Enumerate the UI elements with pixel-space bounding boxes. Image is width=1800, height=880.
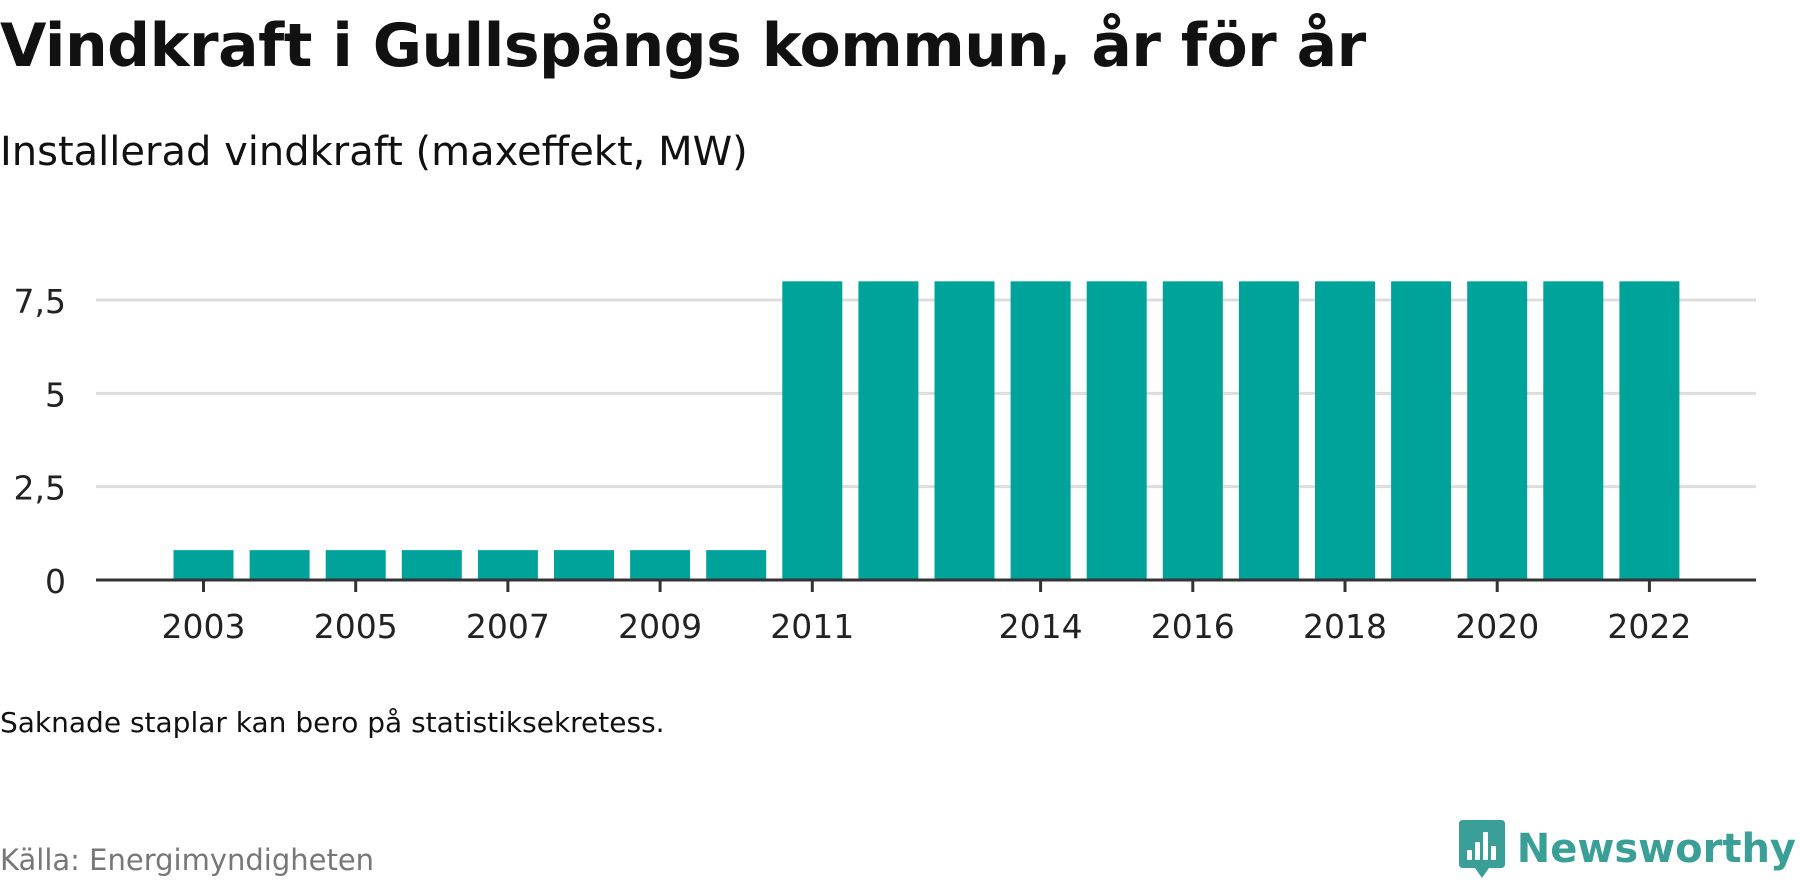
bars <box>173 281 1680 580</box>
y-tick-label: 7,5 <box>14 282 66 321</box>
x-tick-label: 2018 <box>1303 607 1387 646</box>
bar-2011 <box>782 281 843 580</box>
bar-2009 <box>630 550 691 580</box>
chart-subtitle: Installerad vindkraft (maxeffekt, MW) <box>0 129 748 175</box>
footnote: Saknade staplar kan bero på statistiksek… <box>0 706 665 739</box>
bar-2015 <box>1086 281 1147 580</box>
bar-2008 <box>554 550 614 580</box>
x-tick-label: 2005 <box>314 607 398 646</box>
y-tick-label: 2,5 <box>14 469 66 508</box>
x-tick-label: 2022 <box>1607 607 1691 646</box>
x-tick-label: 2009 <box>618 607 702 646</box>
bar-2017 <box>1238 281 1299 580</box>
bar-2019 <box>1391 281 1452 580</box>
bar-chart: 2003 2005 2007 2009 2011 2014 2016 2018 2020 2022… <box>14 281 1756 646</box>
x-tick-label: 2020 <box>1455 607 1539 646</box>
y-axis-ticks: 0 2,5 5 7,5 <box>14 282 66 601</box>
newsworthy-logo-icon <box>1458 820 1505 878</box>
chart-title: Vindkraft i Gullspångs kommun, år för år <box>0 11 1366 81</box>
y-tick-label: 0 <box>45 562 66 601</box>
bar-2018 <box>1315 281 1375 580</box>
x-axis-ticks: 2003 2005 2007 2009 2011 2014 2016 2018 2020 2022 <box>162 580 1691 646</box>
bar-2005 <box>325 550 386 580</box>
x-tick-label: 2014 <box>999 607 1083 646</box>
bar-2007 <box>477 550 538 580</box>
bar-2016 <box>1162 281 1223 580</box>
bar-2006 <box>401 550 462 580</box>
bar-2010 <box>706 550 767 580</box>
x-tick-label: 2011 <box>770 607 854 646</box>
x-tick-label: 2007 <box>466 607 550 646</box>
bar-2003 <box>173 550 234 580</box>
bar-2012 <box>858 281 919 580</box>
brand-name: Newsworthy <box>1516 826 1796 872</box>
bar-2014 <box>1010 281 1071 580</box>
bar-2022 <box>1619 281 1680 580</box>
bar-2004 <box>249 550 310 580</box>
y-tick-label: 5 <box>45 375 66 414</box>
source-credit: Källa: Energimyndigheten <box>0 843 375 877</box>
bar-2020 <box>1467 281 1528 580</box>
brand-logo: Newsworthy <box>1457 818 1796 880</box>
x-tick-label: 2016 <box>1151 607 1235 646</box>
bar-2021 <box>1543 281 1604 580</box>
x-tick-label: 2003 <box>162 607 246 646</box>
bar-2013 <box>934 281 995 580</box>
